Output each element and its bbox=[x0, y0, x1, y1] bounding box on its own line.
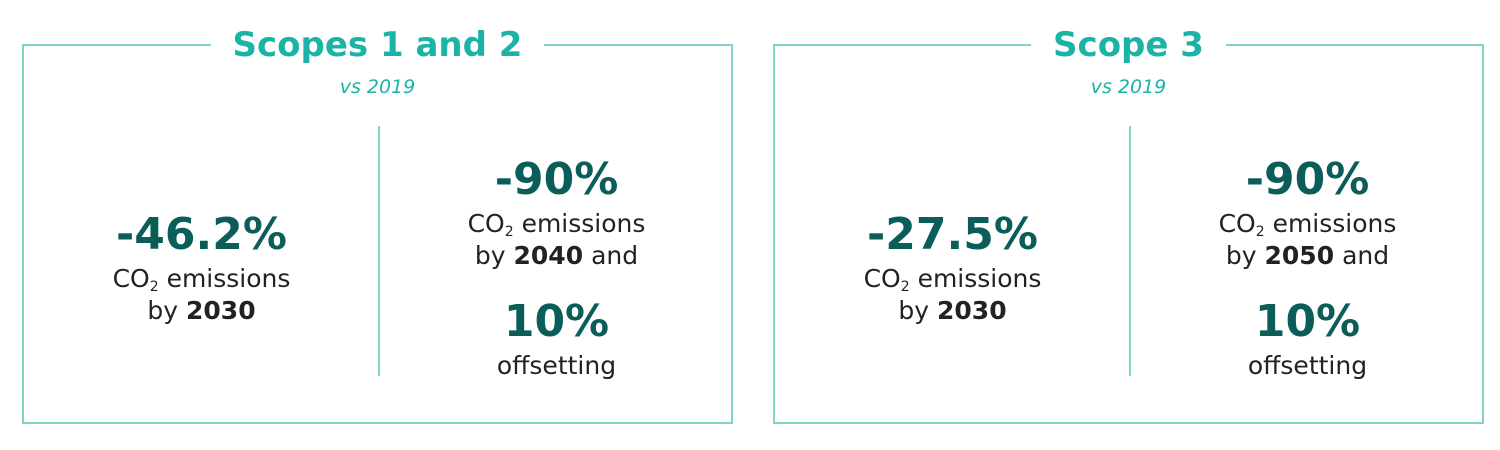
target: -46.2% CO2 emissions by 2030 bbox=[24, 122, 379, 412]
target: -90% CO2 emissions by 2050 and 10% offsettin… bbox=[1130, 122, 1485, 412]
tail-text: and bbox=[1342, 241, 1390, 270]
co-subscript: 2 bbox=[900, 279, 910, 295]
target-line: CO2 emissions bbox=[468, 208, 646, 240]
panel-title: Scopes 1 and 2 bbox=[210, 25, 545, 65]
target-line: by 2030 bbox=[147, 295, 255, 327]
target-value: -90% bbox=[494, 154, 619, 205]
target-line: by 2040 and bbox=[475, 240, 638, 272]
offset-value: 10% bbox=[503, 296, 610, 347]
target-line: by 2030 bbox=[898, 295, 1006, 327]
divider bbox=[1129, 126, 1131, 376]
by-text: by bbox=[147, 296, 179, 325]
emissions-text: emissions bbox=[166, 264, 291, 293]
target: -27.5% CO2 emissions by 2030 bbox=[775, 122, 1130, 412]
co-text: CO bbox=[1218, 209, 1256, 238]
panel-subtitle: vs 2019 bbox=[339, 76, 416, 98]
by-text: by bbox=[1225, 241, 1257, 270]
emissions-text: emissions bbox=[917, 264, 1042, 293]
offset-value: 10% bbox=[1254, 296, 1361, 347]
co-subscript: 2 bbox=[1255, 224, 1265, 240]
co-subscript: 2 bbox=[149, 279, 159, 295]
tail-text: and bbox=[591, 241, 639, 270]
target-value: -90% bbox=[1245, 154, 1370, 205]
panel-title-wrap: Scopes 1 and 2 bbox=[24, 22, 731, 68]
target-year: 2030 bbox=[937, 296, 1007, 325]
panel: Scope 3 vs 2019 -27.5% CO2 emissions by 2030… bbox=[773, 25, 1485, 424]
panel: Scopes 1 and 2 vs 2019 -46.2% CO2 emissions… bbox=[22, 25, 734, 424]
panel-title: Scope 3 bbox=[1031, 25, 1226, 65]
target-line: by 2050 and bbox=[1226, 240, 1389, 272]
offset-label: offsetting bbox=[496, 351, 617, 380]
co-text: CO bbox=[863, 264, 901, 293]
target-year: 2050 bbox=[1264, 241, 1335, 270]
co-text: CO bbox=[467, 209, 505, 238]
target-value: -46.2% bbox=[116, 209, 287, 260]
target-line: CO2 emissions bbox=[1219, 208, 1397, 240]
target-year: 2030 bbox=[186, 296, 256, 325]
target-line: CO2 emissions bbox=[864, 263, 1042, 295]
emissions-text: emissions bbox=[521, 209, 646, 238]
by-text: by bbox=[474, 241, 506, 270]
target: -90% CO2 emissions by 2040 and 10% offsettin… bbox=[379, 122, 734, 412]
target-value: -27.5% bbox=[867, 209, 1038, 260]
co-text: CO bbox=[112, 264, 150, 293]
panel-title-wrap: Scope 3 bbox=[775, 22, 1482, 68]
offset-label: offsetting bbox=[1247, 351, 1368, 380]
by-text: by bbox=[898, 296, 930, 325]
emissions-text: emissions bbox=[1272, 209, 1397, 238]
co-subscript: 2 bbox=[504, 224, 514, 240]
panel-subtitle: vs 2019 bbox=[1090, 76, 1167, 98]
target-year: 2040 bbox=[513, 241, 584, 270]
divider bbox=[378, 126, 380, 376]
target-line: CO2 emissions bbox=[113, 263, 291, 295]
